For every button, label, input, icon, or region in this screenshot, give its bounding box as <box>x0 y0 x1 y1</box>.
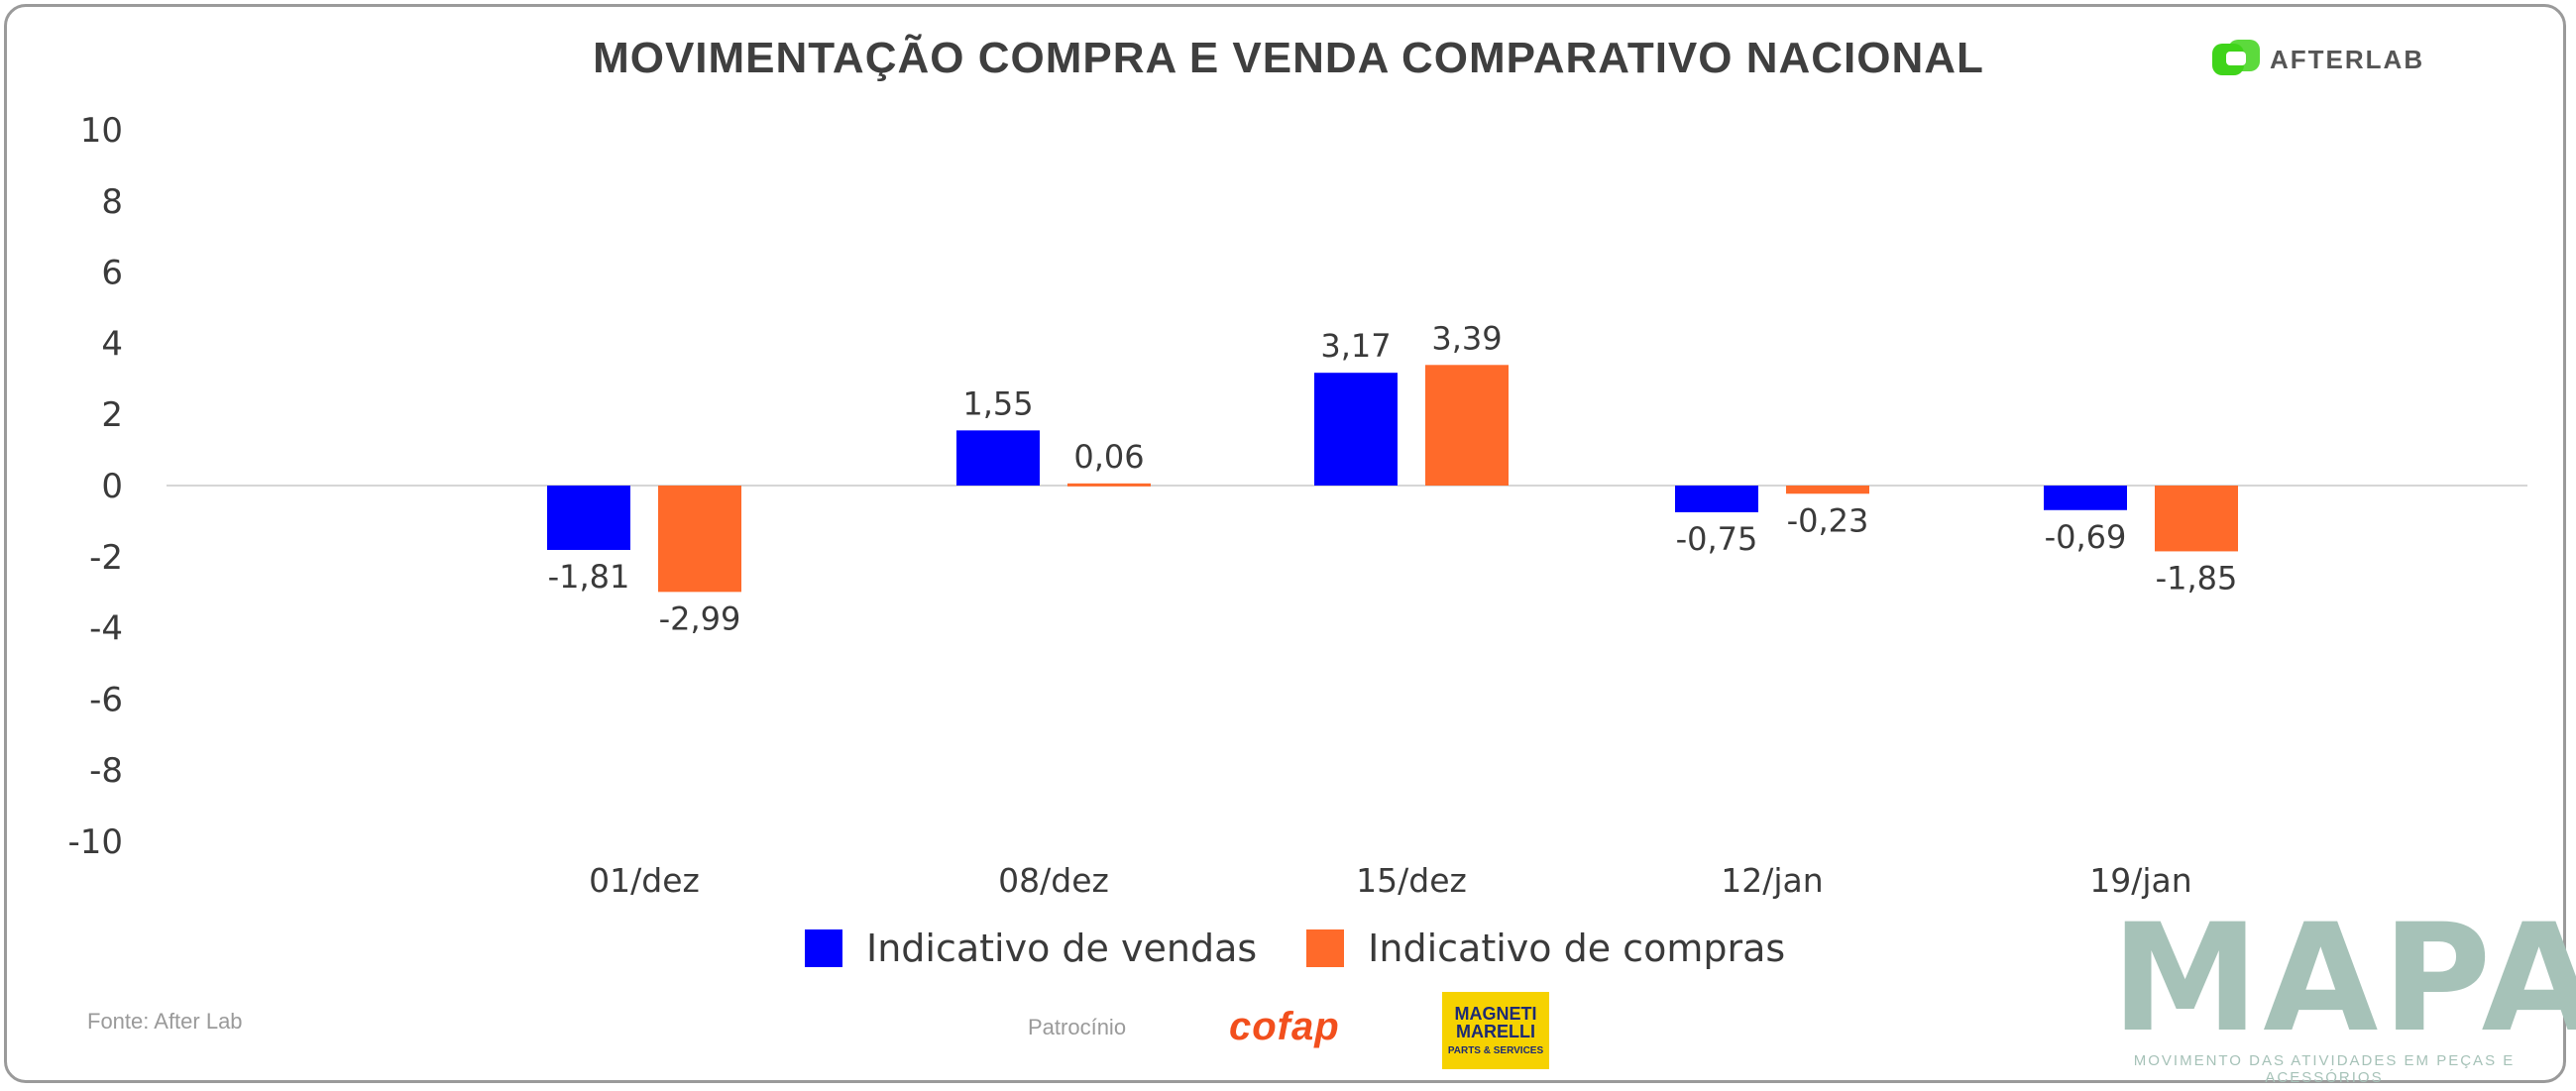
data-label-vendas-0: -1,81 <box>548 558 630 596</box>
y-tick-label: -10 <box>67 822 123 862</box>
y-tick-label: 4 <box>101 324 123 364</box>
data-label-compras-1: 0,06 <box>1073 438 1144 476</box>
x-tick-label: 19/jan <box>2089 861 2191 900</box>
data-label-compras-2: 3,39 <box>1431 319 1502 357</box>
data-label-vendas-1: 1,55 <box>962 384 1033 422</box>
x-tick-label: 08/dez <box>998 861 1109 900</box>
bar-compras-1 <box>1067 483 1151 487</box>
y-tick-label: -8 <box>89 751 123 791</box>
y-tick-label: 10 <box>80 111 123 151</box>
x-tick-label: 15/dez <box>1356 861 1467 900</box>
bar-compras-4 <box>2155 486 2238 552</box>
bar-vendas-4 <box>2044 486 2127 510</box>
chart-frame <box>4 4 2566 1083</box>
bar-chart: 10 8 6 4 2 0 -2 -4 -6 -8 -10 -1,81 -2,99 01/dez 1,55 0,… <box>67 111 2527 900</box>
data-label-compras-0: -2,99 <box>659 600 741 637</box>
y-tick-label: 6 <box>101 254 123 293</box>
legend-swatch-compras <box>1306 929 1345 967</box>
legend-item-compras: Indicativo de compras <box>1306 927 1785 970</box>
data-label-vendas-3: -0,75 <box>1676 520 1758 558</box>
x-tick-label: 01/dez <box>589 861 700 900</box>
x-tick-label: 12/jan <box>1721 861 1823 900</box>
bar-compras-2 <box>1425 365 1509 486</box>
source-note: Fonte: After Lab <box>87 1009 243 1034</box>
afterlab-wordmark: AFTERLAB <box>2270 44 2425 74</box>
bar-vendas-2 <box>1314 373 1398 486</box>
bar-vendas-3 <box>1675 486 1758 512</box>
mapa-title: MAPA <box>2111 893 2576 1065</box>
mapa-logo: MAPA MOVIMENTO DAS ATIVIDADES EM PEÇAS E… <box>2111 893 2576 1086</box>
magneti-text: MAGNETI <box>1454 1004 1537 1024</box>
sponsor-label: Patrocínio <box>1028 1015 1127 1039</box>
bar-compras-0 <box>658 486 741 593</box>
y-tick-label: -2 <box>89 538 123 578</box>
y-tick-label: 2 <box>101 395 123 435</box>
legend-item-vendas: Indicativo de vendas <box>805 927 1257 970</box>
mapa-subtitle: MOVIMENTO DAS ATIVIDADES EM PEÇAS E ACES… <box>2133 1052 2516 1086</box>
cofap-logo: cofap <box>1229 1005 1340 1048</box>
y-tick-label: -4 <box>89 609 123 649</box>
data-label-vendas-4: -0,69 <box>2045 518 2127 556</box>
afterlab-logo: AFTERLAB <box>2212 38 2424 81</box>
legend-swatch-vendas <box>805 929 842 967</box>
bar-vendas-1 <box>956 430 1040 486</box>
y-tick-label: -6 <box>89 680 123 719</box>
marelli-text: MARELLI <box>1456 1022 1535 1041</box>
chart-legend: Indicativo de vendas Indicativo de compr… <box>805 927 1835 970</box>
bar-compras-3 <box>1786 486 1869 494</box>
y-tick-label: 0 <box>101 467 123 506</box>
data-label-compras-4: -1,85 <box>2156 559 2238 597</box>
chart-title: MOVIMENTAÇÃO COMPRA E VENDA COMPARATIVO … <box>593 34 1984 82</box>
magneti-marelli-logo: MAGNETI MARELLI PARTS & SERVICES <box>1442 992 1549 1069</box>
data-label-compras-3: -0,23 <box>1787 501 1869 539</box>
data-label-vendas-2: 3,17 <box>1320 327 1391 365</box>
afterlab-icon <box>2212 40 2260 79</box>
y-tick-label: 8 <box>101 182 123 222</box>
bar-vendas-0 <box>547 486 630 550</box>
legend-label-compras: Indicativo de compras <box>1368 927 1786 970</box>
parts-services-text: PARTS & SERVICES <box>1447 1045 1544 1056</box>
legend-label-vendas: Indicativo de vendas <box>866 927 1258 970</box>
